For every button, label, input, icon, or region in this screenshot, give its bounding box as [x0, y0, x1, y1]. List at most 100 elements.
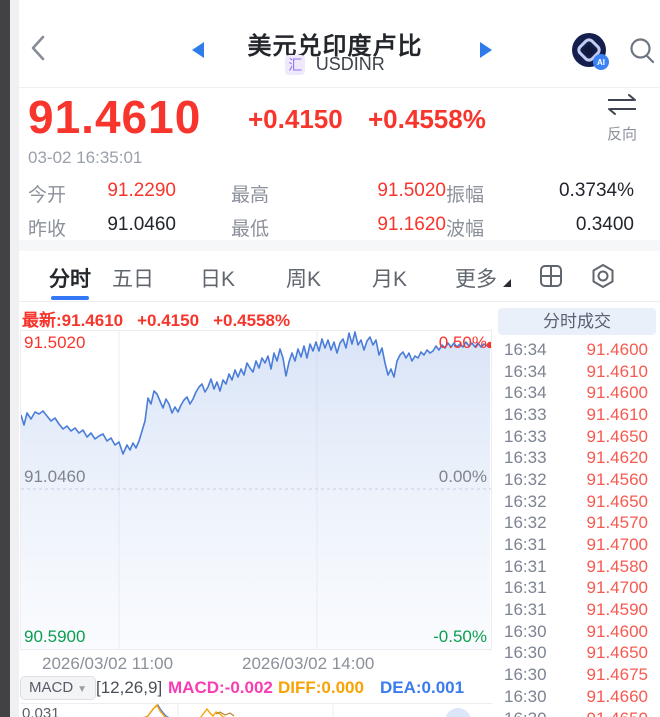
tape-row: 16:31 91.4580: [498, 556, 656, 578]
macd-curves: [142, 703, 471, 717]
trade-price: 91.4610: [586, 361, 648, 381]
tape-header: 分时成交: [498, 308, 656, 335]
trade-price: 91.4660: [586, 686, 648, 706]
active-tab-underline: [51, 296, 89, 300]
ai-badge-label: AI: [597, 58, 605, 67]
latest-price-label: 最新:91.4610: [22, 311, 124, 330]
trade-price: 91.4650: [587, 709, 656, 717]
trade-price: 91.4600: [586, 621, 648, 641]
tab-更多[interactable]: 更多: [455, 263, 511, 293]
trade-time: 16:31: [504, 578, 547, 598]
macd-chart[interactable]: 0.031: [20, 703, 492, 717]
indicator-name: MACD: [29, 679, 74, 696]
intraday-chart[interactable]: 91.5020 0.50% 91.0460 0.00% 90.5900 -0.5…: [20, 330, 494, 650]
reverse-label: 反向: [606, 126, 637, 143]
tape-row: 16:34 91.4610: [498, 361, 656, 383]
next-instrument-icon[interactable]: [480, 42, 492, 58]
diff-value: DIFF:0.000: [278, 678, 364, 697]
trade-time: 16:34: [504, 361, 547, 381]
chart-settings-icon[interactable]: [590, 263, 616, 289]
reverse-pair-button[interactable]: 反向: [596, 94, 648, 144]
stat-波幅: 波幅 0.3400: [446, 214, 634, 241]
stat-最低: 最低 91.1620: [231, 214, 446, 241]
chart-fab-button: [445, 708, 471, 717]
tape-row: 16:32 91.4560: [498, 469, 656, 491]
stat-昨收: 昨收 91.0460: [28, 214, 176, 241]
time-sales-list[interactable]: 16:34 91.4600 16:34 91.4610 16:34 91.4600 16:3…: [498, 339, 656, 717]
ylabel-mid-pct: 0.00%: [438, 467, 487, 486]
tape-row: 16:31 91.4700: [498, 534, 656, 556]
section-separator: [19, 240, 660, 251]
tape-row: 16:30 91.4660: [498, 686, 656, 708]
trade-time: 16:30: [498, 709, 547, 717]
trade-price: 91.4560: [586, 469, 648, 489]
quote-stats-grid: 今开 91.2290 最高 91.5020 振幅 0.3734% 昨收 91.0460 最低 91…: [28, 176, 634, 244]
ylabel-bottom-pct: -0.50%: [433, 627, 487, 646]
macd-y-label: 0.031: [22, 705, 60, 717]
trade-time: 16:33: [504, 404, 547, 424]
indicator-params: [12,26,9]: [96, 678, 163, 697]
stat-value: 0.3734%: [558, 179, 634, 201]
stat-value: 91.2290: [107, 179, 176, 201]
trade-price: 91.4620: [586, 448, 648, 468]
prev-instrument-icon[interactable]: [192, 42, 204, 58]
tape-row: 16:31 91.4590: [498, 599, 656, 621]
tape-row: 16:31 91.4700: [498, 578, 656, 600]
stats-row: 昨收 91.0460 最低 91.1620 波幅 0.3400: [28, 210, 634, 244]
stat-最高: 最高 91.5020: [231, 180, 446, 207]
ai-assistant-icon[interactable]: AI: [570, 31, 610, 71]
trade-price: 91.4600: [586, 339, 648, 359]
tape-row: 16:32 91.4570: [498, 513, 656, 535]
stat-label: 振幅: [446, 184, 485, 206]
trade-time: 16:32: [504, 513, 547, 533]
stat-label: 昨收: [28, 218, 67, 240]
quote-timestamp: 03-02 16:35:01: [28, 148, 143, 167]
tape-row: 16:34 91.4600: [498, 382, 656, 404]
symbol-row: 汇 USDINR: [200, 54, 470, 75]
tape-row: 16:32 91.4650: [498, 491, 656, 513]
tab-日K[interactable]: 日K: [200, 268, 236, 291]
stat-value: 0.3400: [575, 213, 634, 235]
tab-周K[interactable]: 周K: [286, 268, 322, 291]
macd-value: MACD:-0.002: [168, 678, 273, 697]
stat-value: 91.5020: [377, 179, 446, 201]
tab-分时[interactable]: 分时: [49, 268, 91, 291]
trade-price: 91.4610: [586, 404, 648, 424]
indicator-selector[interactable]: MACD ▼: [20, 676, 97, 700]
trade-time: 16:30: [504, 621, 547, 641]
search-icon[interactable]: [628, 36, 656, 64]
stat-今开: 今开 91.2290: [28, 180, 176, 207]
tape-row: 16:30 91.4650: [498, 643, 656, 665]
market-type-badge: 汇: [285, 54, 306, 75]
tape-row: 16:30 91.4600: [498, 621, 656, 643]
tab-五日[interactable]: 五日: [112, 268, 154, 291]
price-change-pct: +0.4558%: [368, 104, 486, 134]
tape-row: 16:33 91.4650: [498, 426, 656, 448]
indicator-row: MACD ▼ [12,26,9] MACD:-0.002 DIFF:0.000 D…: [20, 676, 492, 702]
stat-label: 最低: [231, 218, 270, 240]
trade-price: 91.4570: [586, 513, 648, 533]
ylabel-top-pct: 0.50%: [438, 333, 487, 352]
trade-price: 91.4700: [586, 535, 648, 555]
latest-change: +0.4150: [137, 311, 200, 330]
tape-row: 16:33 91.4620: [498, 447, 656, 469]
trade-price: 91.4590: [586, 600, 648, 620]
chevron-down-icon: ▼: [77, 684, 88, 695]
trade-price: 91.4650: [586, 491, 648, 511]
stat-振幅: 振幅 0.3734%: [446, 180, 634, 207]
stat-value: 91.1620: [377, 213, 446, 235]
price-line-chart: [20, 331, 494, 649]
trade-time: 16:31: [504, 535, 547, 555]
price-change: +0.4150: [248, 104, 343, 134]
xtick-11: 2026/03/02 11:00: [42, 654, 174, 673]
trade-time: 16:30: [504, 665, 547, 685]
tab-月K[interactable]: 月K: [372, 268, 408, 291]
trade-price: 91.4600: [586, 383, 648, 403]
stats-row: 今开 91.2290 最高 91.5020 振幅 0.3734%: [28, 176, 634, 210]
grid-layout-icon[interactable]: [538, 263, 564, 289]
back-icon[interactable]: [28, 34, 50, 62]
tape-row: 16:33 91.4610: [498, 404, 656, 426]
latest-quote-row: 最新:91.4610 +0.4150 +0.4558%: [22, 306, 304, 331]
page-title: 美元兑印度卢比: [247, 33, 423, 60]
